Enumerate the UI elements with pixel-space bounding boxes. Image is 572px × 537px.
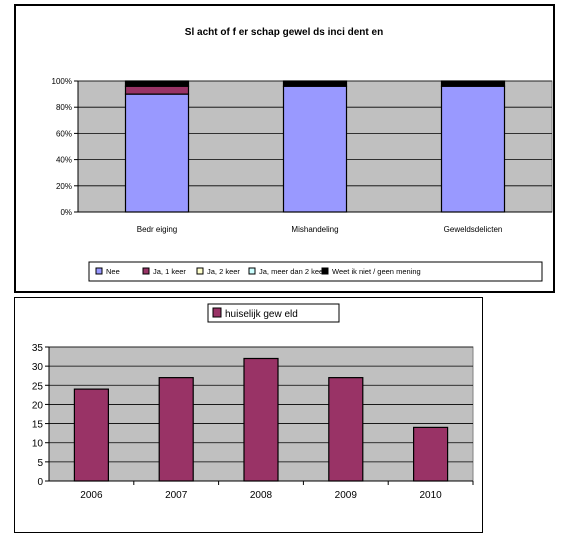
legend-swatch [248,267,256,275]
y-tick-label: 80% [56,103,72,112]
legend-label: Ja, 2 keer [207,267,240,276]
bar-segment [282,85,348,213]
bar-segment [282,80,348,87]
y-tick-label: 20% [56,182,72,191]
bar [158,377,194,482]
domestic-violence-chart-svg: huiselijk gew eld 0 5 10 15 20 25 30 35 2006 2007 2… [32,303,474,501]
x-tick-label: Bedr eiging [137,225,177,234]
y-tick-label: 40% [56,156,72,165]
y-tick-label: 30 [32,362,44,373]
bar-segment [440,85,506,213]
domestic-violence-chart: huiselijk gew eld 0 5 10 15 20 25 30 35 2006 2007 2… [14,297,483,533]
legend-label: Ja, 1 keer [153,267,186,276]
victimization-chart: Sl acht of f er schap gewel ds inci dent… [14,4,555,293]
x-tick-label: 2009 [335,490,358,501]
bar-segment [124,93,190,213]
bar-segment [124,80,190,87]
bar-segment [124,85,190,95]
y-tick-label: 15 [32,420,44,431]
x-tick-label: 2010 [419,490,442,501]
bar [243,357,279,482]
legend-label: Nee [106,267,120,276]
legend-swatch [196,267,204,275]
y-tick-label: 5 [37,458,43,469]
y-tick-label: 100% [52,77,72,86]
y-tick-label: 0 [37,477,43,488]
y-tick-label: 0% [60,208,72,217]
x-tick-label: 2007 [165,490,188,501]
legend-box [88,261,543,282]
chart-title: Sl acht of f er schap gewel ds inci dent… [185,27,383,38]
legend-swatch [142,267,150,275]
bar-segment [440,80,506,87]
legend-label: huiselijk gew eld [225,309,298,320]
y-tick-label: 25 [32,381,44,392]
legend-swatch [212,307,222,318]
y-tick-label: 60% [56,129,72,138]
legend-box [207,303,340,323]
x-tick-label: Geweldsdelicten [444,225,503,234]
legend-swatch [95,267,103,275]
legend-swatch [321,267,329,275]
legend-label: Ja, meer dan 2 keer [259,267,326,276]
victimization-chart-svg: Sl acht of f er schap gewel ds inci dent… [52,27,553,282]
bar [413,426,449,482]
x-tick-label: 2008 [250,490,273,501]
bar [328,377,364,482]
y-tick-label: 35 [32,343,44,354]
x-tick-label: 2006 [80,490,103,501]
y-tick-label: 20 [32,400,44,411]
y-tick-label: 10 [32,439,44,450]
x-tick-label: Mishandeling [291,225,338,234]
legend-label: Weet ik niet / geen mening [332,267,421,276]
bar [73,388,110,482]
